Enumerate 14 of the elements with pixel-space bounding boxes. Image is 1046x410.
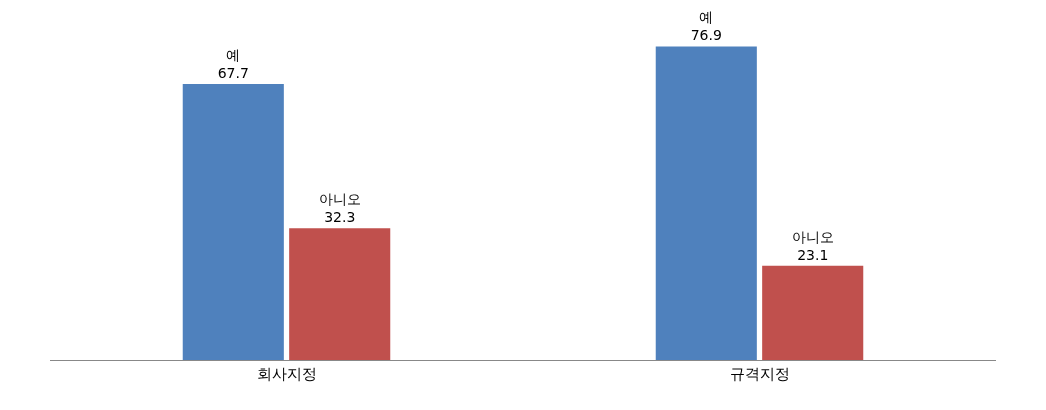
x-tick-label: 규격지정: [729, 365, 790, 383]
data-label: 76.9: [690, 27, 722, 44]
bar: [289, 228, 391, 360]
text: 아니오: [791, 228, 834, 245]
bar: [655, 46, 757, 360]
data-label: 67.7: [217, 65, 249, 82]
data-label: 32.3: [324, 209, 356, 226]
x-tick-label: 회사지정: [256, 365, 317, 383]
bar: [182, 84, 284, 360]
series-label: 아니오: [318, 191, 361, 208]
text: 예: [226, 46, 241, 63]
series-label: 예: [699, 9, 714, 26]
data-label: 23.1: [797, 246, 829, 263]
bar: [762, 265, 864, 360]
